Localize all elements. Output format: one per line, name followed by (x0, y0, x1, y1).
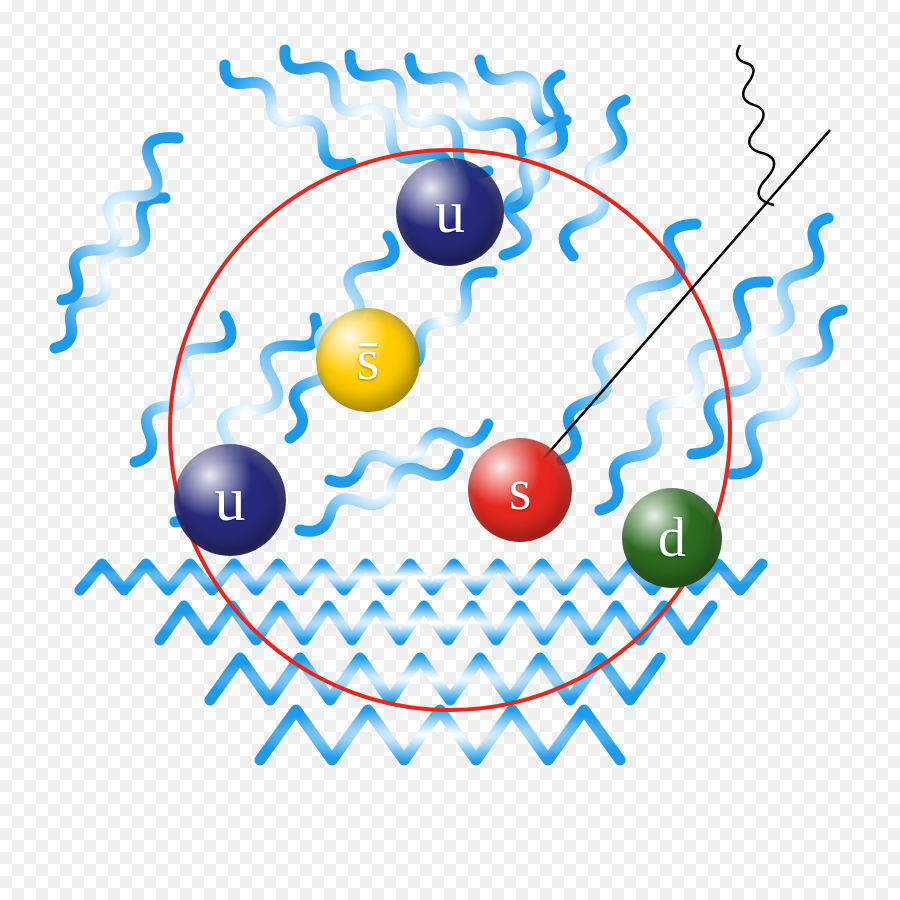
quark-label: s̄ (357, 331, 380, 389)
gluon-line (160, 606, 712, 640)
quark-label: u (215, 469, 246, 531)
quark-label: d (658, 510, 686, 566)
quark-label: s (509, 461, 532, 519)
quark-q-u1: u (396, 158, 504, 266)
gluon-line (410, 58, 522, 152)
quark-q-sbar: s̄ (316, 308, 420, 412)
quark-q-u2: u (174, 444, 286, 556)
gluon-line (135, 316, 231, 462)
probe-wiggle (737, 45, 774, 205)
gluon-line (210, 658, 660, 700)
gluon-line (562, 224, 696, 460)
gluon-line (300, 454, 458, 531)
quark-q-s: s (468, 438, 572, 542)
quark-q-d: d (622, 488, 722, 588)
gluon-line (62, 138, 178, 300)
diagram-svg (0, 0, 900, 900)
diagram-stage: u s̄ u s d (0, 0, 900, 900)
quark-label: u (435, 182, 465, 242)
gluon-line (260, 710, 620, 760)
